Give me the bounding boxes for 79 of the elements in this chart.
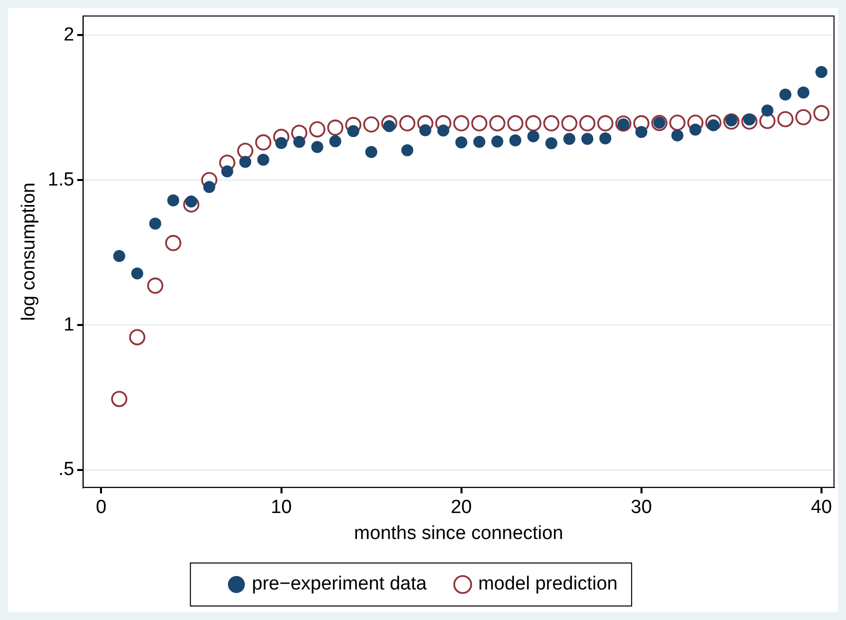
point [401, 144, 414, 156]
point [509, 134, 522, 146]
point [705, 114, 722, 131]
x-tick-label: 10 [270, 497, 292, 518]
point [329, 135, 342, 148]
point [293, 136, 306, 148]
point [419, 124, 432, 136]
point [525, 115, 542, 132]
point [129, 329, 146, 346]
point [165, 234, 182, 252]
point [309, 121, 326, 138]
y-tick-label: 1 [64, 314, 74, 336]
x-tick-label: 0 [96, 497, 107, 518]
point [489, 115, 506, 132]
point [795, 109, 812, 126]
point [291, 124, 308, 141]
point [797, 86, 810, 99]
point [203, 181, 216, 194]
point [471, 115, 488, 132]
point [149, 218, 162, 230]
point [741, 113, 758, 130]
point [399, 115, 416, 132]
point [347, 125, 360, 138]
point [759, 112, 776, 130]
point [813, 105, 830, 122]
point [381, 115, 398, 132]
y-tick-label: 1.5 [48, 169, 74, 190]
point [275, 136, 288, 149]
legend-label: model prediction [478, 574, 618, 595]
point [327, 120, 344, 136]
point [561, 115, 578, 132]
point [545, 137, 558, 150]
point [167, 194, 180, 206]
point [113, 250, 126, 262]
point [219, 154, 236, 171]
point [689, 124, 702, 136]
point [563, 132, 576, 145]
point [777, 111, 794, 128]
y-tick-label: 2 [64, 24, 74, 46]
point [615, 115, 632, 132]
point [473, 136, 486, 148]
x-tick-label: 40 [810, 497, 832, 518]
point [507, 115, 524, 132]
x-tick-label: 30 [630, 497, 652, 518]
point [491, 136, 504, 148]
y-tick-label: .5 [58, 459, 74, 480]
x-axis-title: months since connection [354, 522, 564, 544]
point [239, 156, 252, 168]
point [597, 115, 614, 132]
point [599, 132, 612, 144]
point [257, 154, 270, 166]
point [723, 113, 740, 130]
point [437, 124, 450, 137]
point [365, 146, 378, 158]
legend-label: pre−experiment data [252, 574, 428, 595]
point [581, 132, 594, 145]
point [815, 66, 828, 78]
x-tick-label: 20 [450, 497, 472, 518]
y-axis-title: log consumption [18, 182, 40, 321]
point [579, 115, 596, 132]
point [237, 142, 254, 159]
point [311, 141, 324, 154]
point [633, 115, 650, 132]
point [131, 267, 144, 280]
point [255, 134, 272, 151]
point [455, 136, 468, 148]
point [761, 104, 774, 117]
point [363, 116, 380, 133]
point [527, 130, 540, 142]
point [453, 115, 470, 132]
point [543, 115, 560, 132]
point [221, 165, 234, 178]
point [779, 88, 792, 101]
point [671, 129, 684, 142]
point [147, 278, 164, 294]
point [669, 114, 686, 131]
point [635, 126, 648, 138]
point [111, 390, 128, 408]
point [183, 196, 200, 213]
